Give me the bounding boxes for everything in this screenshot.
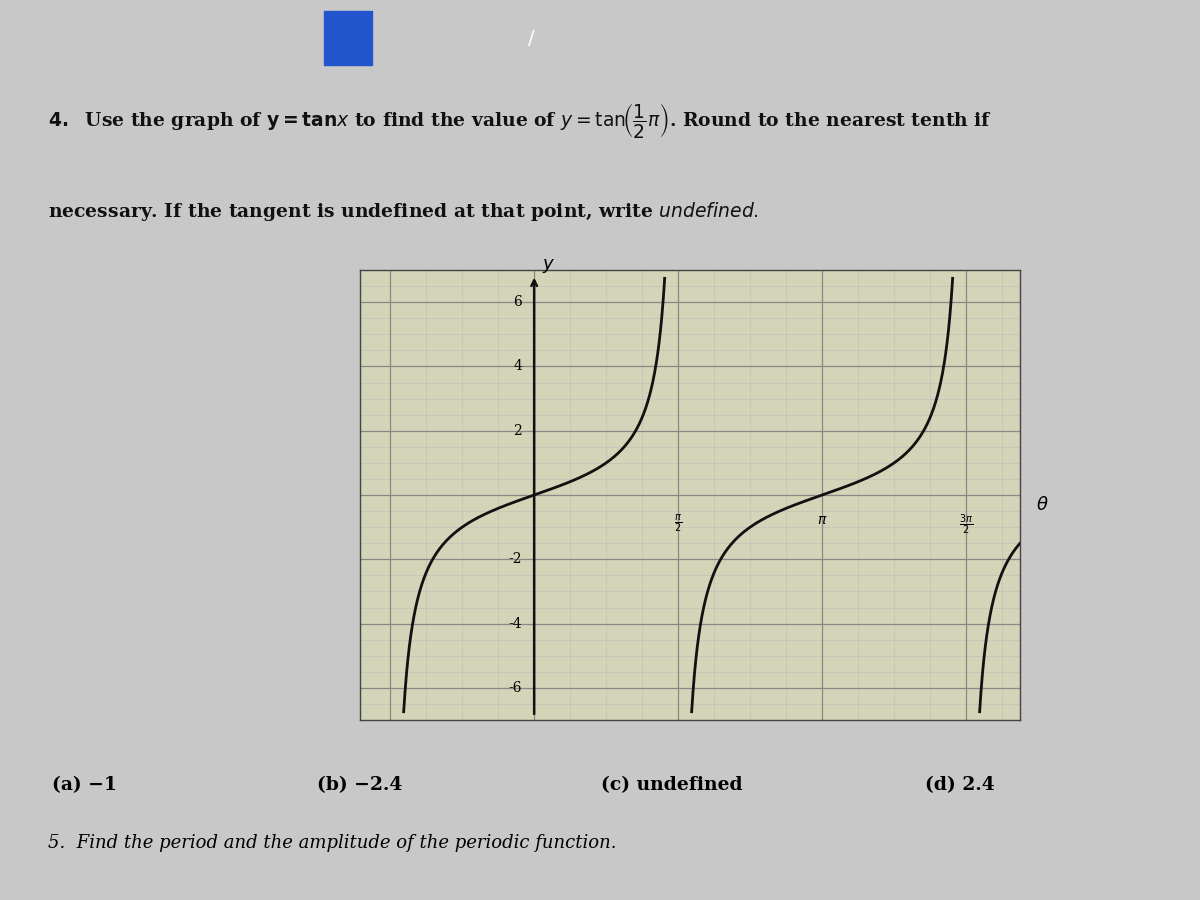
- Text: 4: 4: [514, 359, 522, 374]
- Text: 5.  Find the period and the amplitude of the periodic function.: 5. Find the period and the amplitude of …: [48, 834, 617, 852]
- Text: /: /: [528, 29, 535, 48]
- Text: (c) undefined: (c) undefined: [601, 777, 743, 795]
- Text: (b) −2.4: (b) −2.4: [317, 777, 403, 795]
- Text: 2: 2: [514, 424, 522, 437]
- Text: $\frac{3\pi}{2}$: $\frac{3\pi}{2}$: [959, 513, 973, 537]
- Text: -6: -6: [509, 681, 522, 695]
- Text: -2: -2: [509, 553, 522, 566]
- Text: (d) 2.4: (d) 2.4: [925, 777, 995, 795]
- Text: $\frac{\pi}{2}$: $\frac{\pi}{2}$: [674, 513, 683, 535]
- Text: necessary. If the tangent is undefined at that point, write $\mathit{undefined}.: necessary. If the tangent is undefined a…: [48, 200, 758, 223]
- Text: $\pi$: $\pi$: [817, 513, 828, 526]
- Text: 6: 6: [514, 295, 522, 309]
- Text: $\mathbf{4.}$  Use the graph of $\mathbf{y = tan}$$x$ to find the value of $y = : $\mathbf{4.}$ Use the graph of $\mathbf{…: [48, 101, 992, 140]
- Text: $y$: $y$: [541, 256, 554, 274]
- Bar: [324, 12, 372, 65]
- Text: (a) −1: (a) −1: [52, 777, 116, 795]
- Text: $\theta$: $\theta$: [1037, 496, 1049, 514]
- Text: -4: -4: [509, 616, 522, 631]
